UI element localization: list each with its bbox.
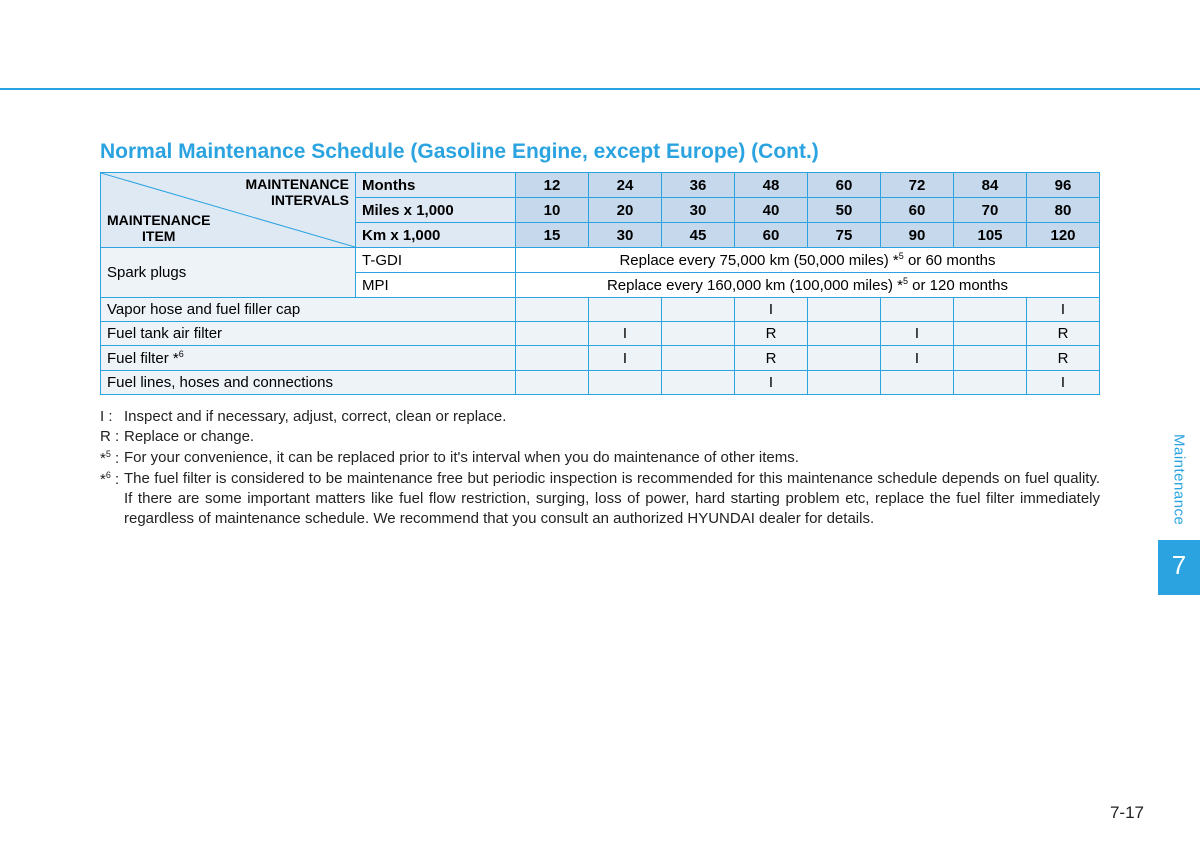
hdr-months-4: 60 — [808, 173, 881, 198]
fuel-lines-c5 — [881, 371, 954, 395]
tank-air-c3: R — [735, 322, 808, 346]
hdr-months-1: 24 — [589, 173, 662, 198]
hdr-km-7: 120 — [1027, 223, 1100, 248]
mpi-note: Replace every 160,000 km (100,000 miles)… — [516, 273, 1100, 298]
fuel-filter-c0 — [516, 346, 589, 371]
fuel-filter-c2 — [662, 346, 735, 371]
hdr-months-label: Months — [356, 173, 516, 198]
vapor-c1 — [589, 298, 662, 322]
maintenance-table: MAINTENANCEINTERVALS MAINTENANCEITEM Mon… — [100, 172, 1100, 395]
diag-top-label: MAINTENANCEINTERVALS — [246, 176, 349, 208]
vapor-c2 — [662, 298, 735, 322]
hdr-miles-6: 70 — [954, 198, 1027, 223]
tank-air-c1: I — [589, 322, 662, 346]
fuel-lines-c7: I — [1027, 371, 1100, 395]
hdr-km-label: Km x 1,000 — [356, 223, 516, 248]
vapor-c6 — [954, 298, 1027, 322]
fuel-lines-c3: I — [735, 371, 808, 395]
fuel-lines-c6 — [954, 371, 1027, 395]
hdr-miles-3: 40 — [735, 198, 808, 223]
hdr-km-0: 15 — [516, 223, 589, 248]
mpi-label: MPI — [356, 273, 516, 298]
fuel-lines-c1 — [589, 371, 662, 395]
vapor-c3: I — [735, 298, 808, 322]
hdr-km-5: 90 — [881, 223, 954, 248]
fuel-lines-label: Fuel lines, hoses and connections — [101, 371, 516, 395]
hdr-km-6: 105 — [954, 223, 1027, 248]
header-row-1: MAINTENANCEINTERVALS MAINTENANCEITEM Mon… — [101, 173, 1100, 198]
fuel-filter-c3: R — [735, 346, 808, 371]
row-vapor: Vapor hose and fuel filler cap I I — [101, 298, 1100, 322]
row-spark-tgdi: Spark plugs T-GDI Replace every 75,000 k… — [101, 248, 1100, 273]
tgdi-note: Replace every 75,000 km (50,000 miles) *… — [516, 248, 1100, 273]
vapor-c7: I — [1027, 298, 1100, 322]
vapor-c4 — [808, 298, 881, 322]
side-tab-label: Maintenance — [1171, 434, 1188, 525]
legend-note6: *6 :The fuel filter is considered to be … — [100, 469, 1100, 530]
tank-air-c0 — [516, 322, 589, 346]
tank-air-label: Fuel tank air filter — [101, 322, 516, 346]
fuel-filter-label: Fuel filter *6 — [101, 346, 516, 371]
page-number: 7-17 — [1110, 803, 1144, 823]
fuel-filter-c7: R — [1027, 346, 1100, 371]
hdr-miles-1: 20 — [589, 198, 662, 223]
page-title: Normal Maintenance Schedule (Gasoline En… — [100, 140, 1100, 164]
hdr-miles-7: 80 — [1027, 198, 1100, 223]
fuel-lines-c4 — [808, 371, 881, 395]
hdr-months-2: 36 — [662, 173, 735, 198]
fuel-filter-c1: I — [589, 346, 662, 371]
hdr-months-5: 72 — [881, 173, 954, 198]
hdr-months-7: 96 — [1027, 173, 1100, 198]
legend-i: I :Inspect and if necessary, adjust, cor… — [100, 407, 1100, 427]
side-tab: Maintenance 7 — [1158, 420, 1200, 595]
hdr-miles-2: 30 — [662, 198, 735, 223]
hdr-miles-4: 50 — [808, 198, 881, 223]
hdr-months-3: 48 — [735, 173, 808, 198]
tank-air-c4 — [808, 322, 881, 346]
hdr-months-6: 84 — [954, 173, 1027, 198]
hdr-km-1: 30 — [589, 223, 662, 248]
page-content: Normal Maintenance Schedule (Gasoline En… — [100, 140, 1100, 530]
vapor-c5 — [881, 298, 954, 322]
tank-air-c7: R — [1027, 322, 1100, 346]
tank-air-c6 — [954, 322, 1027, 346]
row-fuel-filter: Fuel filter *6 I R I R — [101, 346, 1100, 371]
legend: I :Inspect and if necessary, adjust, cor… — [100, 407, 1100, 530]
side-tab-chapter: 7 — [1158, 540, 1200, 595]
fuel-filter-c4 — [808, 346, 881, 371]
legend-note5: *5 :For your convenience, it can be repl… — [100, 448, 1100, 469]
tgdi-label: T-GDI — [356, 248, 516, 273]
vapor-c0 — [516, 298, 589, 322]
hdr-months-0: 12 — [516, 173, 589, 198]
hdr-miles-5: 60 — [881, 198, 954, 223]
fuel-lines-c2 — [662, 371, 735, 395]
diagonal-header: MAINTENANCEINTERVALS MAINTENANCEITEM — [101, 173, 356, 248]
hdr-miles-label: Miles x 1,000 — [356, 198, 516, 223]
vapor-label: Vapor hose and fuel filler cap — [101, 298, 516, 322]
legend-r: R :Replace or change. — [100, 427, 1100, 447]
fuel-filter-c5: I — [881, 346, 954, 371]
top-rule — [0, 88, 1200, 90]
hdr-km-2: 45 — [662, 223, 735, 248]
diag-bottom-label: MAINTENANCEITEM — [107, 212, 210, 244]
row-fuel-lines: Fuel lines, hoses and connections I I — [101, 371, 1100, 395]
spark-plugs-label: Spark plugs — [101, 248, 356, 298]
tank-air-c5: I — [881, 322, 954, 346]
row-tank-air: Fuel tank air filter I R I R — [101, 322, 1100, 346]
fuel-filter-c6 — [954, 346, 1027, 371]
hdr-km-3: 60 — [735, 223, 808, 248]
hdr-miles-0: 10 — [516, 198, 589, 223]
fuel-lines-c0 — [516, 371, 589, 395]
tank-air-c2 — [662, 322, 735, 346]
hdr-km-4: 75 — [808, 223, 881, 248]
